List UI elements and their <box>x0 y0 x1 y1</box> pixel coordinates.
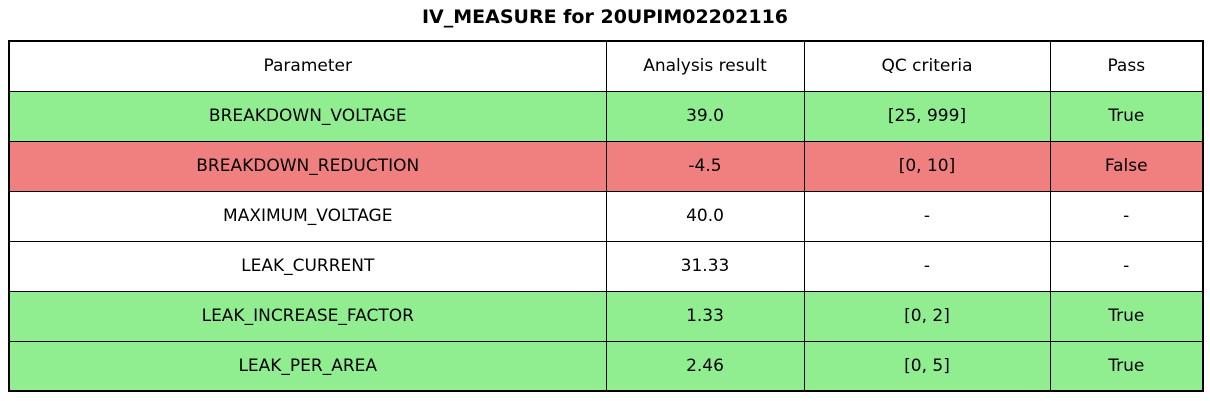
table-row: LEAK_INCREASE_FACTOR 1.33 [0, 2] True <box>8 290 1204 342</box>
analysis-result-cell: -4.5 <box>605 140 805 192</box>
column-header-analysis-result: Analysis result <box>605 40 805 92</box>
parameter-cell: BREAKDOWN_REDUCTION <box>8 140 607 192</box>
analysis-result-cell: 1.33 <box>605 290 805 342</box>
table-row: BREAKDOWN_REDUCTION -4.5 [0, 10] False <box>8 140 1204 192</box>
analysis-result-cell: 39.0 <box>605 90 805 142</box>
parameter-cell: LEAK_PER_AREA <box>8 340 607 392</box>
analysis-result-cell: 2.46 <box>605 340 805 392</box>
pass-cell: - <box>1049 190 1204 242</box>
table-row: MAXIMUM_VOLTAGE 40.0- - <box>8 190 1204 242</box>
pass-cell: True <box>1049 90 1204 142</box>
pass-cell: True <box>1049 340 1204 392</box>
column-header-parameter: Parameter <box>8 40 607 92</box>
pass-cell: True <box>1049 290 1204 342</box>
column-header-pass: Pass <box>1049 40 1204 92</box>
parameter-cell: MAXIMUM_VOLTAGE <box>8 190 607 242</box>
pass-cell: - <box>1049 240 1204 292</box>
table-row: LEAK_PER_AREA 2.46 [0, 5] True <box>8 340 1204 392</box>
table-row: BREAKDOWN_VOLTAGE 39.0 [25, 999] True <box>8 90 1204 142</box>
parameter-cell: LEAK_INCREASE_FACTOR <box>8 290 607 342</box>
qc-criteria-cell: [25, 999] <box>803 90 1051 142</box>
analysis-result-cell: 40.0 <box>605 190 805 242</box>
parameter-cell: LEAK_CURRENT <box>8 240 607 292</box>
table-row: LEAK_CURRENT 31.33- - <box>8 240 1204 292</box>
column-header-qc-criteria: QC criteria <box>803 40 1051 92</box>
table-body: BREAKDOWN_VOLTAGE 39.0 [25, 999] True BREAKD… <box>8 90 1204 392</box>
qc-criteria-cell: [0, 5] <box>803 340 1051 392</box>
analysis-result-cell: 31.33 <box>605 240 805 292</box>
qc-criteria-cell: [0, 2] <box>803 290 1051 342</box>
qc-criteria-cell: [0, 10] <box>803 140 1051 192</box>
qc-criteria-cell: - <box>803 190 1051 242</box>
qc-results-table: Parameter Analysis result QC criteria Pass … <box>8 40 1204 392</box>
qc-criteria-cell: - <box>803 240 1051 292</box>
pass-cell: False <box>1049 140 1204 192</box>
parameter-cell: BREAKDOWN_VOLTAGE <box>8 90 607 142</box>
page-title: IV_MEASURE for 20UPIM02202116 <box>421 6 789 28</box>
header-row: Parameter Analysis result QC criteria Pass <box>8 40 1204 92</box>
